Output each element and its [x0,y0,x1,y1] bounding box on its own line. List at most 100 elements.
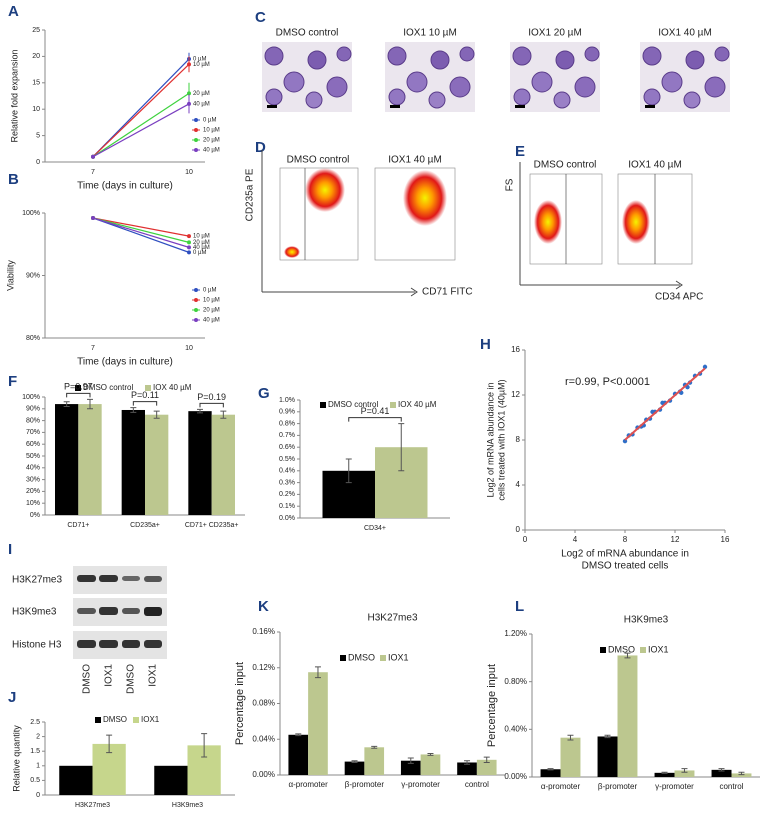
y-tick-label: 0.40% [504,724,527,733]
band [77,575,96,582]
error-bar [351,760,358,763]
p-value: P=0.41 [361,406,390,416]
blot-lane-label: DMSO [82,664,93,694]
legend-marker [194,288,198,292]
x-tick-label: control [719,782,743,791]
legend-swatch [95,717,101,723]
y-tick-label: 4 [516,480,521,489]
legend-swatch [380,655,386,661]
p-value: P=0.11 [131,390,159,400]
fit-line [624,367,706,441]
flow-density [403,170,447,226]
error-bar [295,733,302,737]
bar [654,772,675,777]
point [91,154,95,159]
bar [476,759,497,775]
y-axis-label: cells treated with IOX1 (40µM) [496,379,506,500]
x-tick-label: 12 [671,535,680,544]
y-tick-label: 0 [36,792,40,799]
error-bar [738,771,745,776]
end-label: 20 µM [193,240,210,246]
flow-density [534,200,562,244]
x-axis-label: DMSO treated cells [582,561,669,572]
legend-marker [194,148,198,152]
y-tick-label: 60% [26,441,40,448]
legend-label: 40 µM [203,318,220,324]
error-bar [604,734,611,739]
y-tick-label: 10 [32,106,40,113]
line [92,217,190,248]
y-axis-label: Percentage input [234,662,246,745]
bar [400,760,421,775]
legend-swatch [75,385,81,391]
band [144,607,162,616]
error-bar [718,768,725,772]
panel-label: I [8,541,12,558]
western-blot: H3K27me3 H3K9me3 Histone H3 DMSO IOX1 DM… [12,566,167,694]
legend-label: DMSO [348,652,375,662]
legend-label: 20 µM [203,308,220,314]
bar [344,761,365,775]
x-tick-label: CD235a+ [130,522,160,529]
x-tick-label: 16 [721,535,730,544]
y-tick-label: 100% [22,394,40,401]
bracket [199,402,224,408]
x-axis-label: Time (days in culture) [77,357,173,368]
micrograph [509,41,601,113]
y-tick-label: 0.80% [504,677,527,686]
x-tick-label: α-promoter [288,780,328,789]
panel-label: L [515,598,524,615]
line [92,58,190,158]
legend-label: IOX1 [648,644,669,654]
panel-label: A [8,3,19,20]
error-bar [547,768,554,771]
x-tick-label: 8 [623,535,628,544]
y-tick-label: 0.5% [279,456,295,463]
bar [617,655,638,777]
band [144,576,162,582]
y-tick-label: 80% [26,335,40,342]
legend-label: 20 µM [203,138,220,144]
annotation: r=0.99, P<0.0001 [565,376,650,388]
blot-row-label: H3K27me3 [12,575,62,586]
line [92,103,190,158]
flow-density [284,246,300,258]
flow-plot-label: IOX1 40 µM [628,160,682,171]
band [99,575,118,582]
band [99,607,118,615]
arrow-head [675,280,683,290]
y-tick-label: 0.9% [279,409,295,416]
legend-swatch [600,647,606,653]
bar [145,414,169,515]
legend-marker [194,308,198,312]
y-axis-label: Percentage input [486,664,498,747]
p-value: P=0.97 [64,382,93,392]
x-tick-label: γ-promoter [655,782,694,791]
error-bar [483,756,490,763]
y-axis-label: Relative fold expansion [9,49,19,142]
legend-label: DMSO [608,644,635,654]
y-tick-label: 0.7% [279,432,295,439]
y-tick-label: 0.00% [504,772,527,781]
point [702,364,708,370]
blot-lane-label: DMSO [126,664,137,694]
band [122,640,140,648]
panel-label: H [480,336,491,353]
error-bar [314,666,321,679]
bar [364,747,385,775]
flow-panel: DMSO control IOX1 40 µM CD235a PE CD71 F… [245,150,473,298]
legend-swatch [640,647,646,653]
x-tick-label: H3K27me3 [75,802,110,809]
bar [420,754,441,775]
panel-label: J [8,689,16,706]
y-axis-label: Viability [5,260,15,291]
error-bar [197,408,203,414]
micrograph-panel: DMSO control IOX1 10 µM IOX1 20 µM IOX1 … [261,28,731,113]
band [77,640,96,648]
point [660,400,665,406]
bracket [132,401,158,406]
y-axis-label: Relative quantity [11,725,21,792]
legend-label: 40 µM [203,148,220,154]
x-tick-label: CD71+ CD235a+ [185,522,239,529]
